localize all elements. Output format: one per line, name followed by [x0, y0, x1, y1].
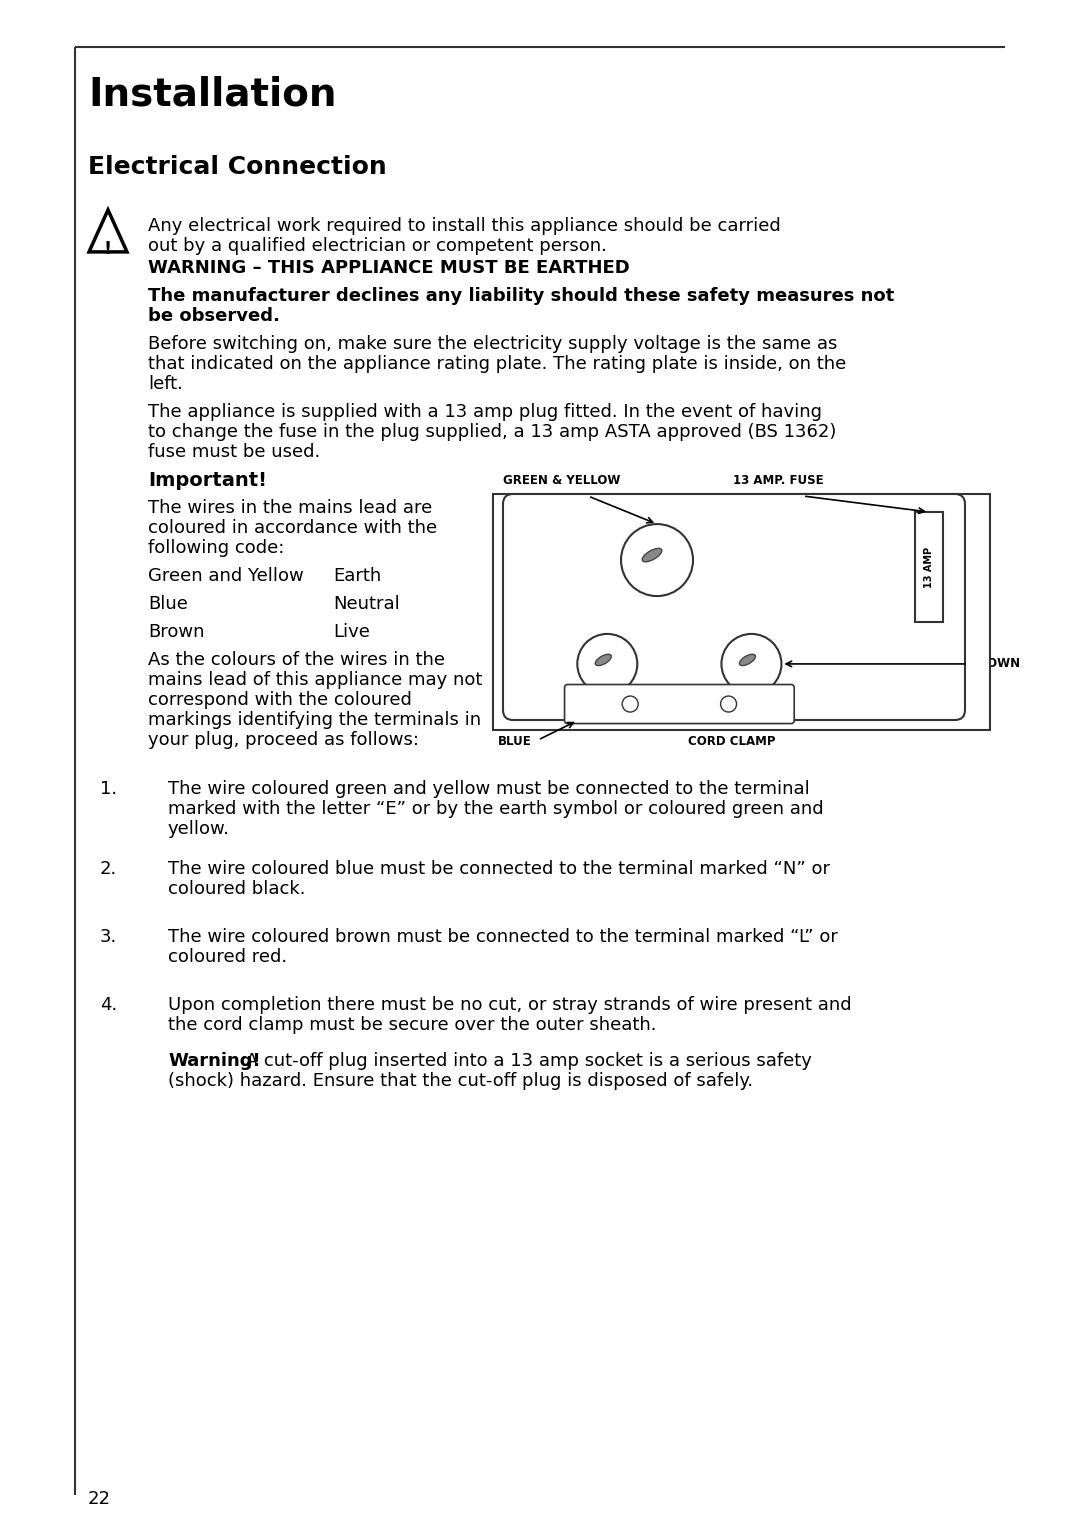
- Text: Neutral: Neutral: [333, 595, 400, 613]
- Text: The wires in the mains lead are: The wires in the mains lead are: [148, 498, 432, 517]
- Text: your plug, proceed as follows:: your plug, proceed as follows:: [148, 731, 419, 749]
- Text: to change the fuse in the plug supplied, a 13 amp ASTA approved (BS 1362): to change the fuse in the plug supplied,…: [148, 424, 836, 440]
- Text: fuse must be used.: fuse must be used.: [148, 443, 321, 462]
- Text: The manufacturer declines any liability should these safety measures not: The manufacturer declines any liability …: [148, 287, 894, 304]
- Text: mains lead of this appliance may not: mains lead of this appliance may not: [148, 671, 483, 690]
- Text: following code:: following code:: [148, 540, 284, 557]
- Text: BROWN: BROWN: [970, 657, 1021, 670]
- Text: coloured in accordance with the: coloured in accordance with the: [148, 518, 437, 537]
- Text: marked with the letter “E” or by the earth symbol or coloured green and: marked with the letter “E” or by the ear…: [168, 800, 824, 818]
- Text: Earth: Earth: [333, 567, 381, 586]
- Text: yellow.: yellow.: [168, 820, 230, 838]
- Text: BLUE: BLUE: [498, 735, 531, 748]
- Text: The wire coloured green and yellow must be connected to the terminal: The wire coloured green and yellow must …: [168, 780, 810, 798]
- Text: !: !: [104, 240, 112, 258]
- Text: (shock) hazard. Ensure that the cut-off plug is disposed of safely.: (shock) hazard. Ensure that the cut-off …: [168, 1072, 753, 1090]
- Text: The wire coloured blue must be connected to the terminal marked “N” or: The wire coloured blue must be connected…: [168, 859, 831, 878]
- Circle shape: [621, 524, 693, 596]
- Text: 3.: 3.: [100, 928, 118, 946]
- Text: 4.: 4.: [100, 995, 118, 1014]
- Circle shape: [720, 696, 737, 713]
- Text: correspond with the coloured: correspond with the coloured: [148, 691, 411, 709]
- Text: Warning!: Warning!: [168, 1052, 260, 1070]
- Bar: [915, 512, 943, 622]
- Text: 22: 22: [87, 1489, 111, 1508]
- Text: 13 AMP. FUSE: 13 AMP. FUSE: [733, 474, 824, 488]
- Text: A cut-off plug inserted into a 13 amp socket is a serious safety: A cut-off plug inserted into a 13 amp so…: [240, 1052, 812, 1070]
- Text: markings identifying the terminals in: markings identifying the terminals in: [148, 711, 481, 729]
- Text: D207: D207: [498, 708, 526, 719]
- Text: Green and Yellow: Green and Yellow: [148, 567, 303, 586]
- Circle shape: [578, 635, 637, 694]
- Circle shape: [622, 696, 638, 713]
- Text: coloured black.: coloured black.: [168, 881, 306, 898]
- Text: Upon completion there must be no cut, or stray strands of wire present and: Upon completion there must be no cut, or…: [168, 995, 852, 1014]
- FancyBboxPatch shape: [565, 685, 794, 723]
- Text: CORD CLAMP: CORD CLAMP: [688, 735, 775, 748]
- Text: be observed.: be observed.: [148, 307, 280, 326]
- Text: Electrical Connection: Electrical Connection: [87, 154, 387, 179]
- Circle shape: [721, 635, 782, 694]
- Text: Any electrical work required to install this appliance should be carried: Any electrical work required to install …: [148, 217, 781, 235]
- Text: Installation: Installation: [87, 75, 337, 113]
- Text: the cord clamp must be secure over the outer sheath.: the cord clamp must be secure over the o…: [168, 1015, 657, 1034]
- Text: Live: Live: [333, 622, 369, 641]
- Text: 13 AMP: 13 AMP: [924, 546, 934, 587]
- Text: WARNING – THIS APPLIANCE MUST BE EARTHED: WARNING – THIS APPLIANCE MUST BE EARTHED: [148, 258, 630, 277]
- Text: Blue: Blue: [148, 595, 188, 613]
- Ellipse shape: [643, 549, 662, 561]
- Text: 2.: 2.: [100, 859, 118, 878]
- Text: out by a qualified electrician or competent person.: out by a qualified electrician or compet…: [148, 237, 607, 255]
- Text: The appliance is supplied with a 13 amp plug fitted. In the event of having: The appliance is supplied with a 13 amp …: [148, 404, 822, 420]
- Text: Brown: Brown: [148, 622, 204, 641]
- Text: As the colours of the wires in the: As the colours of the wires in the: [148, 651, 445, 670]
- Text: left.: left.: [148, 375, 183, 393]
- Text: 1.: 1.: [100, 780, 117, 798]
- Text: Important!: Important!: [148, 471, 267, 489]
- Text: coloured red.: coloured red.: [168, 948, 287, 966]
- Ellipse shape: [740, 654, 756, 665]
- Text: GREEN & YELLOW: GREEN & YELLOW: [503, 474, 620, 488]
- Bar: [492, 494, 990, 729]
- Text: that indicated on the appliance rating plate. The rating plate is inside, on the: that indicated on the appliance rating p…: [148, 355, 847, 373]
- Text: Before switching on, make sure the electricity supply voltage is the same as: Before switching on, make sure the elect…: [148, 335, 837, 353]
- FancyBboxPatch shape: [503, 494, 966, 720]
- Text: The wire coloured brown must be connected to the terminal marked “L” or: The wire coloured brown must be connecte…: [168, 928, 838, 946]
- Ellipse shape: [595, 654, 611, 665]
